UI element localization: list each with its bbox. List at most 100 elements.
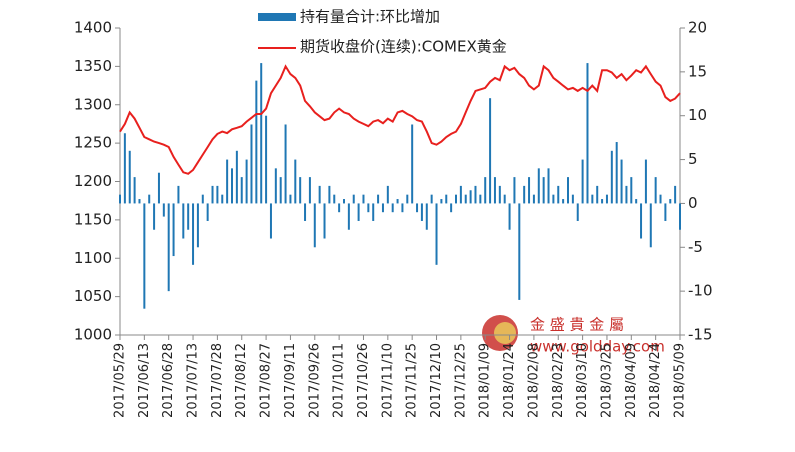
bar [357,203,360,221]
bar [391,203,394,213]
bar [435,203,438,265]
bar [450,203,453,213]
bar [649,203,652,248]
legend-label: 期货收盘价(连续):COMEX黄金 [300,38,507,56]
y-tick-label: 1100 [74,249,112,267]
bar [659,194,662,204]
bar [625,185,628,204]
y-tick-label: 1050 [74,287,112,305]
bar [313,203,316,248]
bar [567,177,569,204]
x-tick-label: 2017/11/25 [405,343,420,418]
bar [167,203,170,292]
x-tick-label: 2017/06/13 [137,343,152,418]
line [119,64,681,175]
bar [537,168,540,204]
x-tick-label: 2018/03/25 [599,343,614,418]
bar [425,203,428,230]
bar [318,185,321,204]
bar [333,194,336,204]
y2-tick-label: -10 [688,282,713,300]
y2-tick-label: 15 [688,62,707,80]
x-tick-label: 2018/02/23 [551,343,566,418]
bar [455,194,457,204]
bar [177,185,180,204]
bar [654,177,657,204]
bar [532,194,535,204]
bar [503,194,506,204]
x-tick-label: 2017/05/29 [113,343,128,418]
bar [576,203,579,221]
bar [493,177,496,204]
bar [459,185,462,204]
bar [133,177,136,204]
bar [367,203,370,213]
bar [610,150,613,204]
bar [479,194,482,204]
bar [172,203,175,257]
bar [182,203,185,239]
bar [557,185,560,204]
bar [571,194,574,204]
watermark-url: www.goldday.com [530,338,665,356]
bar [308,177,311,204]
bar [420,203,423,221]
x-tick-label: 2017/08/12 [234,343,249,418]
bar [674,185,677,204]
legend-swatch [258,13,296,21]
bar [157,172,160,204]
bar [274,168,277,204]
y2-tick-label: 10 [688,106,707,124]
bar [416,203,419,213]
bar [362,194,365,204]
watermark-brand: 金 盛 貴 金 屬 [530,316,624,334]
x-tick-label: 2017/08/27 [259,343,274,418]
bar [221,194,224,204]
bar [377,194,380,204]
bar [562,199,565,204]
bar [226,159,229,204]
bar [255,80,258,204]
bar [615,142,618,204]
y2-tick-label: -15 [688,326,713,344]
bar [406,194,409,204]
bar [464,194,467,204]
bar [508,203,511,230]
bar [664,203,667,221]
bar [269,203,272,239]
x-tick-label: 2018/02/08 [526,343,541,418]
y-tick-label: 1300 [74,95,112,113]
bar [386,185,389,204]
bar [581,159,584,204]
bar [430,194,433,204]
bar [498,185,501,204]
y-tick-label: 1350 [74,57,112,75]
bar [347,203,350,230]
legend-label: 持有量合计:环比增加 [300,8,440,26]
bar [401,203,404,213]
y-tick-label: 1150 [74,210,112,228]
bar [605,194,608,204]
bar [240,177,243,204]
bar [153,203,156,230]
x-tick-label: 2017/07/13 [186,343,201,418]
bar [352,194,355,204]
bar [260,63,263,204]
bar [513,177,516,204]
bar [474,185,477,204]
bar [201,194,204,204]
bar [547,168,550,204]
bar [143,203,146,309]
bar [328,185,331,204]
bar [381,203,384,213]
bar [630,177,633,204]
bar [601,199,604,204]
bar [640,203,643,239]
bar [338,203,341,213]
bar [396,199,399,204]
y-tick-label: 1000 [74,326,112,344]
bar [123,133,126,204]
bar [216,185,219,204]
bar [323,203,326,239]
